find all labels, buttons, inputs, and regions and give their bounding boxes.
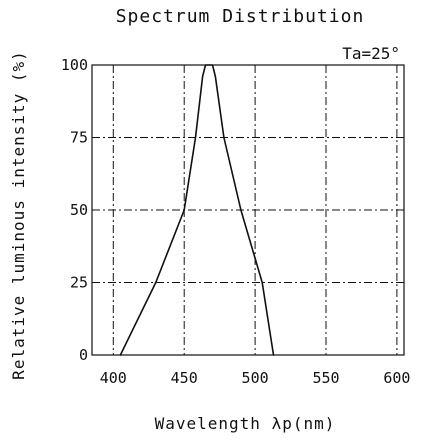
chart-title: Spectrum Distribution <box>116 6 365 27</box>
y-tick-label: 0 <box>79 346 88 364</box>
y-tick-label: 75 <box>70 129 88 147</box>
grid-lines <box>92 65 404 355</box>
y-axis-label: Relative luminous intensity (%) <box>9 50 28 380</box>
x-tick-label: 550 <box>312 369 339 387</box>
temperature-annotation: Ta=25° <box>342 44 400 63</box>
spectrum-curve <box>119 64 275 356</box>
x-tick-label: 500 <box>242 369 269 387</box>
y-tick-label: 25 <box>70 274 88 292</box>
x-tick-label: 400 <box>100 369 127 387</box>
tick-labels: 400 450 500 550 600 0 25 50 75 100 <box>61 56 411 387</box>
y-tick-label: 100 <box>61 56 88 74</box>
series-layer <box>119 64 275 356</box>
x-axis-label: Wavelength λp(nm) <box>155 414 336 433</box>
x-tick-label: 450 <box>171 369 198 387</box>
x-tick-label: 600 <box>383 369 410 387</box>
y-tick-label: 50 <box>70 201 88 219</box>
